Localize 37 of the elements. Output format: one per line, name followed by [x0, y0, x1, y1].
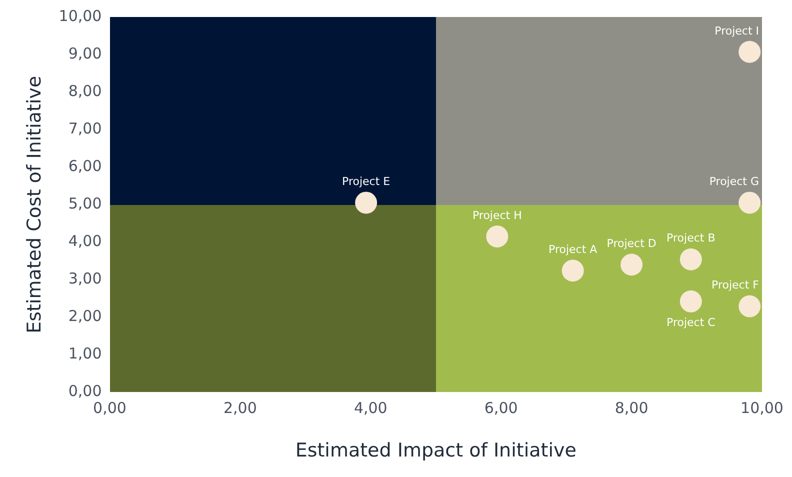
point — [680, 248, 702, 270]
x-tick-label: 2,00 — [223, 399, 257, 418]
y-tick-label: 9,00 — [68, 44, 102, 62]
point — [355, 192, 378, 214]
annotation: Project E — [342, 175, 390, 188]
annotation: Project G — [709, 175, 759, 188]
x-tick-label: 0,00 — [93, 399, 126, 418]
y-tick-label: 2,00 — [68, 307, 102, 326]
annotation: Project H — [472, 208, 522, 222]
x-tick-label: 8,00 — [614, 399, 648, 418]
y-tick-label: 7,00 — [68, 119, 102, 138]
y-tick-label: 8,00 — [68, 82, 102, 100]
x-axis-title: Estimated Impact of Initiative — [295, 440, 576, 462]
point — [486, 225, 508, 248]
point — [620, 254, 643, 276]
annotation: Project F — [712, 278, 760, 292]
y-tick-label: 0,00 — [68, 382, 102, 400]
annotation: Project D — [606, 236, 656, 250]
y-tick-label: 4,00 — [68, 232, 102, 250]
point — [680, 290, 702, 312]
y-tick-label: 10,00 — [58, 6, 102, 25]
annotation: Project B — [666, 232, 716, 245]
x-tick-label: 6,00 — [484, 399, 518, 418]
y-tick-label: 6,00 — [68, 156, 102, 175]
y-tick-label: 5,00 — [68, 194, 102, 212]
y-tick-label: 1,00 — [68, 344, 102, 363]
x-tick-label: 10,00 — [740, 399, 784, 418]
point — [738, 295, 761, 318]
annotation: Project C — [666, 316, 716, 329]
y-tick-label: 3,00 — [68, 270, 102, 288]
point — [562, 260, 584, 282]
annotation: Project A — [548, 242, 598, 256]
x-tick-label: 4,00 — [354, 399, 388, 418]
annotation: Project I — [714, 24, 760, 38]
point — [738, 192, 761, 214]
point — [738, 40, 761, 63]
y-axis-title: Estimated Cost of Initiative — [23, 76, 46, 334]
